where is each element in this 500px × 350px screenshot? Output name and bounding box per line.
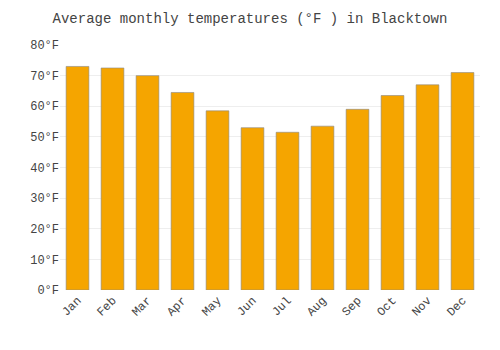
- svg-text:20°F: 20°F: [30, 223, 59, 237]
- svg-text:Jun: Jun: [234, 294, 259, 319]
- svg-text:Aug: Aug: [304, 294, 329, 319]
- svg-text:Jan: Jan: [59, 294, 84, 319]
- svg-text:80°F: 80°F: [30, 39, 59, 53]
- svg-text:Dec: Dec: [444, 294, 469, 319]
- svg-text:Nov: Nov: [409, 294, 434, 319]
- svg-text:0°F: 0°F: [37, 284, 59, 298]
- svg-text:10°F: 10°F: [30, 254, 59, 268]
- svg-text:40°F: 40°F: [30, 162, 59, 176]
- svg-text:60°F: 60°F: [30, 100, 59, 114]
- svg-text:70°F: 70°F: [30, 70, 59, 84]
- svg-text:Feb: Feb: [94, 294, 119, 319]
- svg-text:30°F: 30°F: [30, 192, 59, 206]
- svg-text:Apr: Apr: [164, 294, 189, 319]
- svg-text:Oct: Oct: [374, 294, 399, 319]
- svg-text:Mar: Mar: [129, 294, 154, 319]
- svg-text:50°F: 50°F: [30, 131, 59, 145]
- svg-text:Sep: Sep: [339, 294, 364, 319]
- svg-text:May: May: [199, 294, 224, 319]
- svg-text:Jul: Jul: [269, 294, 294, 319]
- svg-text:Average monthly temperatures (: Average monthly temperatures (°F ) in Bl…: [53, 11, 448, 27]
